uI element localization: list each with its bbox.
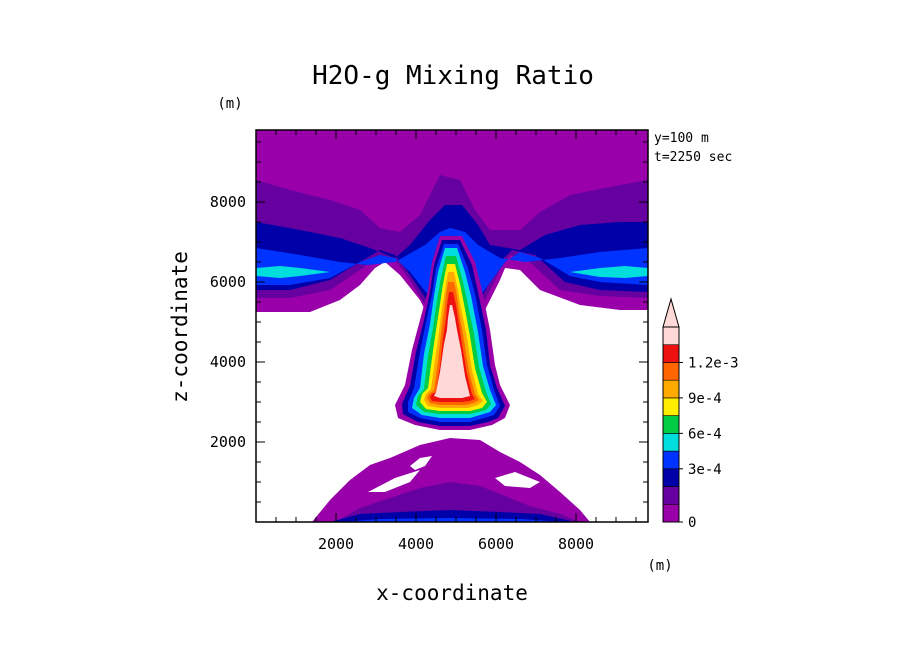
colorbar-swatch [662, 468, 680, 487]
colorbar-frame [662, 326, 680, 523]
y-axis-label: z-coordinate [168, 251, 192, 403]
colorbar-label: 9e-4 [688, 391, 722, 407]
x-tick-label: 8000 [558, 535, 594, 553]
colorbar-swatch [662, 362, 680, 381]
contour-upper-cyan-right [570, 266, 648, 278]
annotation-t: t=2250 sec [654, 150, 732, 165]
colorbar-extend-arrow [662, 297, 680, 328]
colorbar-label: 3e-4 [688, 462, 722, 478]
y-tick-label: 2000 [210, 433, 246, 451]
colorbar-swatch [662, 344, 680, 363]
x-tick-label: 6000 [478, 535, 514, 553]
y-tick-label: 8000 [210, 193, 246, 211]
colorbar-label: 0 [688, 515, 696, 531]
colorbar-swatch [662, 450, 680, 470]
contour-upper-cyan-left [256, 266, 330, 278]
y-tick-label: 6000 [210, 273, 246, 291]
colorbar-swatch [662, 433, 680, 452]
y-unit-label: (m) [217, 96, 242, 112]
colorbar-swatch [662, 486, 680, 505]
colorbar-swatch [662, 379, 680, 399]
colorbar-label: 6e-4 [688, 426, 722, 442]
y-ticks: 2000 4000 6000 8000 [210, 141, 648, 523]
colorbar-swatch [662, 503, 680, 523]
colorbar-swatch [662, 326, 680, 346]
x-ticks: 2000 4000 6000 8000 [255, 130, 637, 553]
contour-lower-hole-1 [368, 470, 420, 492]
colorbar-swatch [662, 415, 680, 434]
plot-frame [255, 129, 649, 523]
contour-plume-core [434, 305, 470, 398]
y-tick-label: 4000 [210, 353, 246, 371]
x-tick-label: 2000 [318, 535, 354, 553]
annotation-y: y=100 m [654, 131, 709, 146]
axes: 2000 4000 6000 8000 2000 4000 6000 8000 [210, 129, 649, 553]
colorbar: 0 3e-4 6e-4 9e-4 1.2e-3 [662, 297, 739, 531]
colorbar-swatch [662, 397, 680, 416]
contour-lower-hole-2 [410, 456, 432, 470]
contour-field [256, 130, 648, 522]
x-unit-label: (m) [647, 558, 672, 574]
x-tick-label: 4000 [398, 535, 434, 553]
x-axis-label: x-coordinate [376, 581, 528, 605]
chart-title: H2O-g Mixing Ratio [312, 61, 594, 91]
colorbar-label: 1.2e-3 [688, 355, 739, 371]
contour-lower-purple [335, 482, 580, 522]
contour-lower-hole-3 [495, 472, 540, 488]
